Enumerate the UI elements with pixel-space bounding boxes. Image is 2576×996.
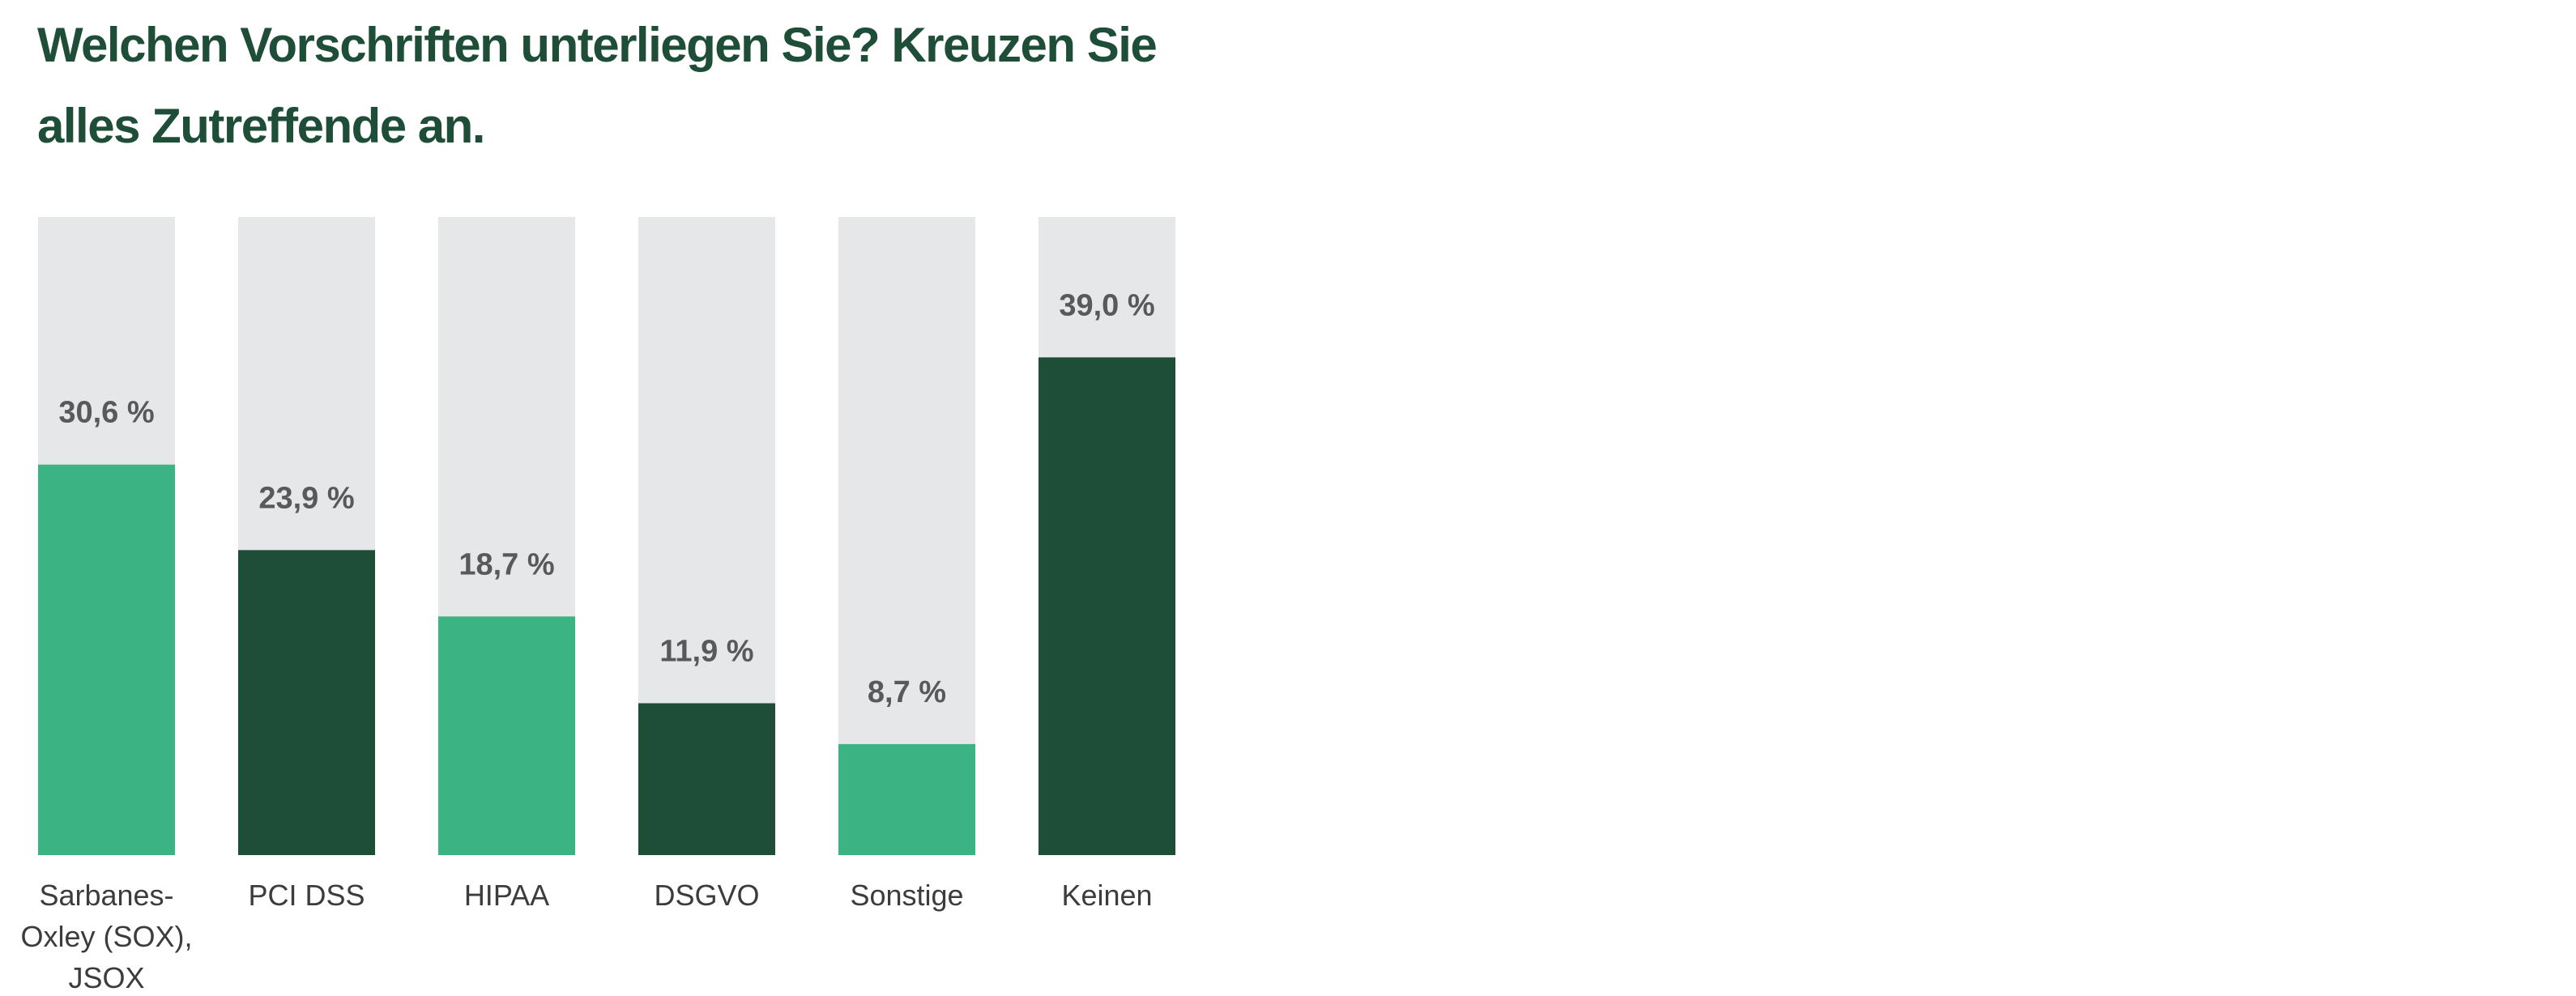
- category-label-line: PCI DSS: [248, 879, 365, 912]
- category-label-line: Oxley (SOX),: [20, 920, 192, 953]
- value-label: 39,0 %: [1059, 288, 1154, 322]
- bar: [1039, 357, 1175, 855]
- category-label-line: HIPAA: [464, 879, 549, 912]
- bar: [638, 703, 775, 855]
- value-label: 18,7 %: [458, 547, 554, 581]
- category-label: Sonstige: [850, 879, 963, 912]
- value-label: 8,7 %: [868, 675, 946, 709]
- category-label-line: DSGVO: [654, 879, 759, 912]
- bar: [238, 550, 375, 855]
- value-label: 11,9 %: [659, 634, 753, 668]
- chart-title: Welchen Vorschriften unterliegen Sie? Kr…: [37, 18, 1158, 153]
- bar: [838, 743, 975, 855]
- category-label: PCI DSS: [248, 879, 365, 912]
- category-label: Keinen: [1061, 879, 1152, 912]
- value-label: 23,9 %: [258, 481, 354, 515]
- value-label: 30,6 %: [58, 396, 154, 430]
- category-label-line: Sarbanes-: [39, 879, 173, 912]
- category-label: Sarbanes- Oxley (SOX), JSOX: [20, 879, 192, 994]
- category-label: DSGVO: [654, 879, 759, 912]
- category-label-line: Sonstige: [850, 879, 963, 912]
- bar: [438, 616, 575, 855]
- category-label: HIPAA: [464, 879, 549, 912]
- category-label-line: JSOX: [68, 961, 144, 994]
- category-label-line: Keinen: [1061, 879, 1152, 912]
- bar: [38, 464, 175, 855]
